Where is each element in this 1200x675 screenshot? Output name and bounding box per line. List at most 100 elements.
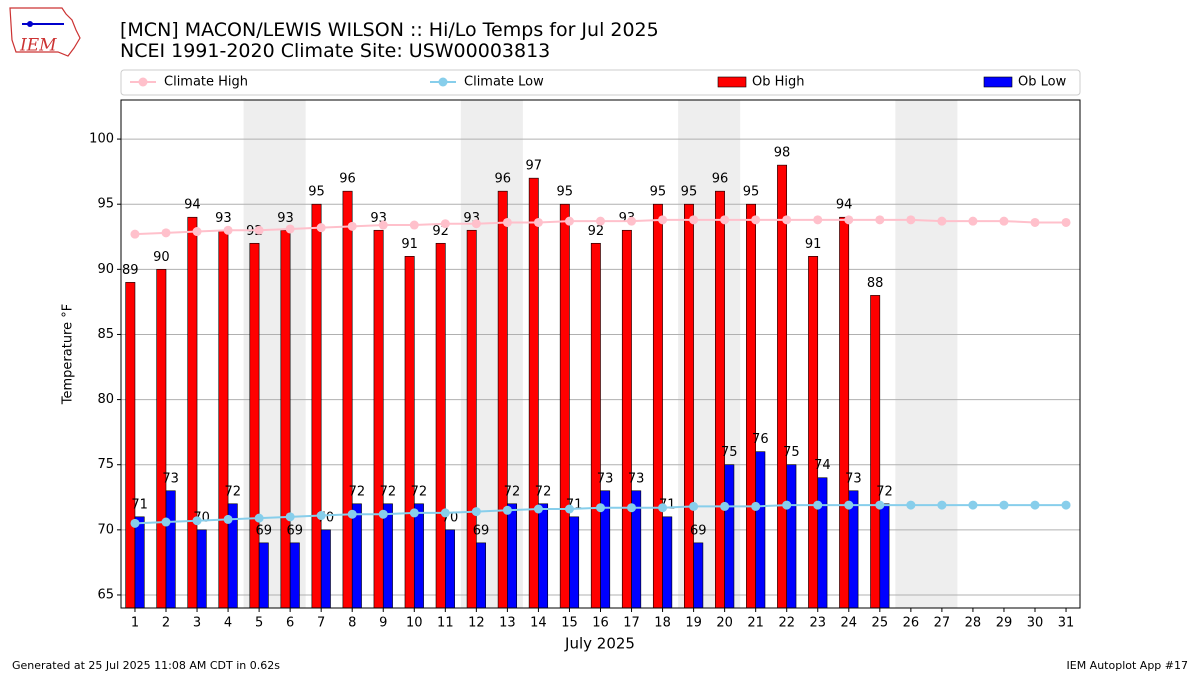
value-label: 75 (783, 445, 800, 460)
climate-point (658, 215, 668, 225)
value-label: 95 (308, 185, 325, 200)
climate-point (161, 228, 171, 238)
climate-point (844, 215, 854, 225)
climate-point (906, 215, 916, 225)
climate-point (192, 516, 202, 526)
x-tick-label: 28 (965, 616, 982, 631)
x-tick-label: 1 (131, 616, 139, 631)
climate-point (192, 227, 202, 237)
value-label: 95 (557, 185, 574, 200)
value-label: 94 (836, 198, 853, 213)
bar (218, 229, 229, 609)
value-label: 73 (845, 471, 862, 486)
value-label: 72 (349, 484, 366, 499)
bar (590, 242, 601, 609)
climate-point (999, 500, 1009, 510)
climate-point (1030, 500, 1040, 510)
x-tick-label: 19 (685, 616, 702, 631)
climate-point (378, 220, 388, 230)
climate-point (533, 504, 543, 514)
bar (289, 542, 300, 609)
bar (134, 516, 145, 609)
value-label: 72 (411, 484, 428, 499)
bar (445, 529, 455, 609)
legend-label: Climate Low (464, 75, 544, 90)
y-tick-label: 65 (97, 587, 114, 602)
climate-point (440, 508, 450, 518)
y-tick-label: 95 (97, 197, 114, 212)
x-tick-label: 5 (255, 616, 263, 631)
climate-point (533, 217, 543, 227)
bar (559, 203, 570, 609)
bar (777, 164, 788, 609)
value-label: 96 (494, 172, 511, 187)
y-tick-label: 80 (97, 392, 114, 407)
legend-swatch (983, 76, 1013, 88)
climate-point (564, 216, 574, 226)
x-tick-label: 12 (468, 616, 485, 631)
logo: IEM (9, 7, 81, 57)
climate-point (471, 219, 481, 229)
climate-point (658, 503, 668, 513)
climate-point (1061, 217, 1071, 227)
value-label: 95 (650, 185, 667, 200)
climate-point (347, 221, 357, 231)
climate-point (347, 509, 357, 519)
value-label: 74 (814, 458, 831, 473)
bar (351, 503, 362, 609)
climate-point (316, 223, 326, 233)
x-tick-label: 27 (934, 616, 951, 631)
x-tick-label: 15 (561, 616, 578, 631)
climate-point (130, 518, 140, 528)
bar (187, 216, 198, 609)
x-tick-label: 9 (379, 616, 387, 631)
climate-point (440, 219, 450, 229)
bar (311, 203, 322, 609)
climate-point (813, 215, 823, 225)
value-label: 73 (597, 471, 614, 486)
climate-point (875, 500, 885, 510)
x-tick-label: 29 (996, 616, 1013, 631)
climate-point (751, 215, 761, 225)
value-label: 89 (122, 263, 139, 278)
footer-left: Generated at 25 Jul 2025 11:08 AM CDT in… (12, 659, 280, 672)
x-tick-label: 2 (162, 616, 170, 631)
bar (466, 229, 477, 609)
climate-point (316, 511, 326, 521)
y-tick-label: 70 (97, 522, 114, 537)
bar (497, 190, 508, 609)
value-label: 93 (215, 211, 232, 226)
value-label: 97 (526, 159, 543, 174)
value-label: 69 (255, 523, 272, 538)
bar (196, 529, 207, 609)
climate-point (223, 514, 233, 524)
legend-label: Ob Low (1018, 75, 1067, 90)
climate-point (409, 220, 419, 230)
legend-label: Ob High (752, 75, 805, 90)
value-label: 91 (805, 237, 822, 252)
value-label: 76 (752, 432, 769, 447)
x-tick-label: 21 (747, 616, 764, 631)
climate-point (254, 513, 264, 523)
climate-point (999, 216, 1009, 226)
climate-point (782, 215, 792, 225)
bar (249, 242, 260, 609)
climate-point (937, 500, 947, 510)
bar (476, 542, 486, 609)
bar (320, 529, 331, 609)
value-label: 95 (743, 185, 760, 200)
x-axis-label: July 2025 (564, 635, 635, 653)
x-tick-label: 11 (437, 616, 454, 631)
legend-swatch (717, 76, 747, 88)
climate-point (813, 500, 823, 510)
climate-point (906, 500, 916, 510)
x-tick-label: 4 (224, 616, 232, 631)
value-label: 69 (473, 523, 490, 538)
bar (373, 229, 384, 609)
legend-marker (138, 77, 148, 87)
climate-point (223, 225, 233, 235)
x-tick-label: 23 (809, 616, 826, 631)
bar (755, 451, 766, 609)
y-tick-label: 90 (97, 262, 114, 277)
